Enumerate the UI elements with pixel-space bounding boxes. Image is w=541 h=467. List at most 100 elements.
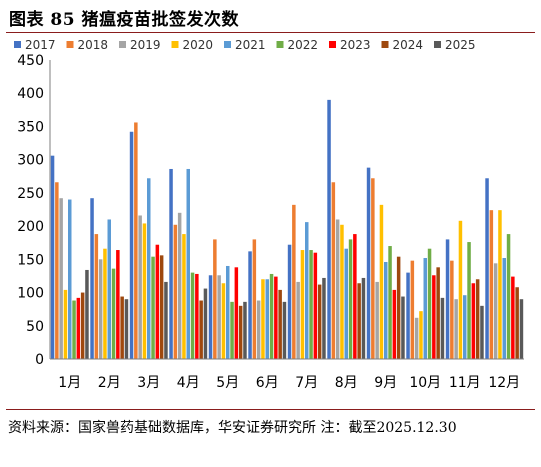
bar-2024-5 bbox=[238, 305, 243, 359]
bar-2023-10 bbox=[432, 275, 436, 359]
bar-2020-2 bbox=[103, 248, 107, 359]
bar-2025-1 bbox=[85, 269, 89, 359]
bar-2020-8 bbox=[340, 224, 344, 359]
bar-2023-7 bbox=[313, 252, 318, 359]
y-tick-label: 400 bbox=[17, 86, 44, 102]
bar-2018-9 bbox=[371, 178, 375, 359]
bar-2024-4 bbox=[199, 300, 203, 359]
bar-2022-7 bbox=[309, 250, 313, 359]
legend-swatch-2017 bbox=[14, 41, 21, 48]
bar-2024-1 bbox=[80, 292, 85, 359]
bar-2021-10 bbox=[423, 258, 427, 359]
bar-2020-7 bbox=[300, 250, 305, 359]
y-axis: 0 50 100 150 200 250 300 350 400 450 bbox=[17, 53, 51, 368]
bar-2023-6 bbox=[274, 276, 278, 359]
bar-2017-10 bbox=[406, 272, 410, 359]
legend-label-2020: 2020 bbox=[183, 38, 214, 52]
bar-2021-2 bbox=[107, 219, 111, 359]
bar-2024-3 bbox=[159, 255, 164, 359]
bar-2021-7 bbox=[305, 222, 309, 359]
source-note: 资料来源：国家兽药基础数据库，华安证券研究所 注：截至2025.12.30 bbox=[8, 420, 457, 436]
source-divider bbox=[6, 409, 535, 410]
y-tick-label: 50 bbox=[26, 319, 44, 335]
y-tick-label: 150 bbox=[17, 252, 44, 268]
bar-2021-1 bbox=[68, 199, 72, 359]
bar-2018-12 bbox=[489, 210, 494, 359]
x-tick-label: 2月 bbox=[98, 375, 121, 391]
bar-2022-12 bbox=[506, 234, 511, 359]
bar-2021-5 bbox=[226, 265, 230, 359]
bar-2022-1 bbox=[72, 300, 76, 359]
bar-2021-11 bbox=[463, 295, 467, 359]
x-tick-label: 7月 bbox=[295, 375, 318, 391]
bar-2019-10 bbox=[414, 317, 419, 359]
legend-label-2024: 2024 bbox=[393, 38, 424, 52]
x-tick-label: 3月 bbox=[137, 375, 160, 391]
x-tick-label: 6月 bbox=[256, 375, 279, 391]
bar-2021-4 bbox=[186, 168, 190, 359]
bar-2020-6 bbox=[261, 279, 265, 359]
bar-2017-9 bbox=[366, 167, 371, 359]
bar-2018-8 bbox=[331, 182, 336, 359]
x-tick-label: 5月 bbox=[216, 375, 239, 391]
bar-2024-9 bbox=[396, 256, 401, 359]
legend-label-2019: 2019 bbox=[130, 38, 161, 52]
y-tick-label: 450 bbox=[17, 53, 44, 69]
bar-2024-8 bbox=[357, 283, 361, 359]
chart-title: 图表 85 猪瘟疫苗批签发次数 bbox=[9, 10, 239, 30]
bar-2024-7 bbox=[317, 284, 322, 359]
bar-2017-5 bbox=[208, 275, 213, 359]
bar-2022-11 bbox=[467, 242, 471, 359]
bar-2017-8 bbox=[327, 99, 331, 360]
bar-2021-12 bbox=[502, 258, 506, 359]
x-tick-label: 1月 bbox=[58, 375, 81, 391]
y-tick-label: 200 bbox=[17, 219, 44, 235]
bar-2019-3 bbox=[138, 215, 142, 359]
legend-swatch-2024 bbox=[381, 41, 389, 48]
bars-group bbox=[50, 99, 524, 360]
bar-2018-10 bbox=[410, 260, 415, 359]
bar-2022-5 bbox=[230, 301, 234, 359]
bar-2018-2 bbox=[94, 234, 99, 359]
y-tick-label: 250 bbox=[17, 186, 44, 202]
bar-2024-12 bbox=[515, 287, 519, 359]
bar-2018-11 bbox=[450, 260, 454, 359]
bar-chart: 2017 2018 2019 2020 2021 2022 2023 2024 2025 0 50… bbox=[14, 38, 524, 391]
bar-2018-6 bbox=[252, 239, 257, 359]
legend-label-2021: 2021 bbox=[235, 38, 266, 52]
bar-2024-2 bbox=[120, 296, 124, 359]
legend-swatch-2019 bbox=[119, 41, 126, 48]
bar-2020-12 bbox=[498, 210, 502, 359]
bar-2023-8 bbox=[353, 234, 357, 359]
bar-2024-11 bbox=[475, 279, 480, 359]
bar-2022-9 bbox=[388, 246, 392, 359]
bar-2019-8 bbox=[335, 219, 340, 359]
bar-2018-3 bbox=[134, 122, 138, 360]
bar-2017-6 bbox=[248, 251, 252, 359]
bar-2025-4 bbox=[203, 288, 208, 359]
legend-label-2018: 2018 bbox=[78, 38, 109, 52]
bar-2020-10 bbox=[419, 311, 423, 359]
bar-2025-5 bbox=[243, 301, 247, 359]
bar-2021-3 bbox=[147, 178, 151, 359]
bar-2024-10 bbox=[436, 267, 440, 359]
legend-swatch-2021 bbox=[224, 41, 231, 48]
bar-2021-9 bbox=[384, 261, 388, 359]
bar-2020-9 bbox=[379, 204, 384, 359]
bar-2022-10 bbox=[427, 248, 432, 359]
bar-2022-3 bbox=[151, 256, 155, 359]
bar-2025-2 bbox=[124, 299, 129, 359]
legend-swatch-2025 bbox=[434, 41, 441, 48]
bar-2020-4 bbox=[182, 234, 186, 359]
x-tick-label: 12月 bbox=[488, 375, 520, 391]
bar-2025-12 bbox=[519, 299, 524, 359]
y-tick-label: 300 bbox=[17, 153, 44, 169]
bar-2025-7 bbox=[322, 277, 326, 359]
bar-2020-11 bbox=[458, 220, 463, 359]
bar-2020-3 bbox=[142, 223, 147, 359]
bar-2022-6 bbox=[269, 273, 274, 359]
bar-2023-1 bbox=[76, 297, 81, 359]
bar-2025-11 bbox=[480, 305, 484, 359]
bar-2022-2 bbox=[111, 268, 116, 359]
bar-2025-9 bbox=[401, 296, 405, 359]
